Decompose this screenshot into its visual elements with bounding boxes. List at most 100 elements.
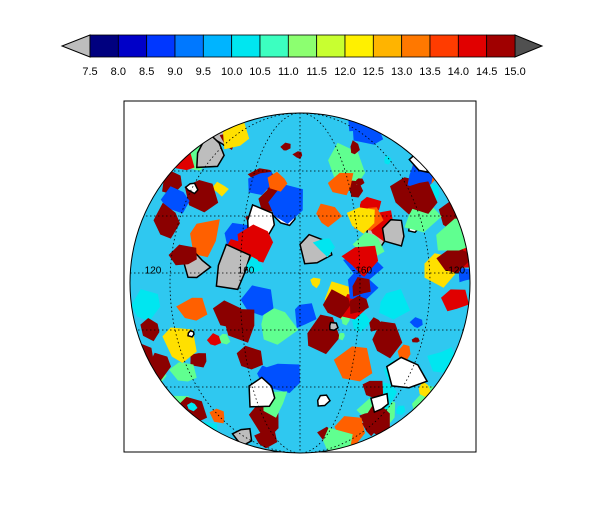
field-blob [437,424,453,441]
field-blob [406,421,430,441]
field-blob [349,295,369,314]
field-blob [187,402,198,412]
field-blob [261,305,299,345]
field-blob [352,232,385,260]
field-blob [461,396,470,407]
field-blob [385,356,429,389]
field-blob [188,421,218,453]
colorbar-label: 13.0 [391,66,412,78]
colorbar-box [486,34,516,58]
field-blob [153,419,178,444]
field-blob [411,337,420,343]
field-blob [310,277,321,289]
field-blob [211,181,229,197]
colorbar-label: 10.5 [249,66,270,78]
colorbar-box [202,34,233,58]
colorbar-box [287,34,318,58]
field-blob [316,394,331,407]
colorbar-box [231,34,261,58]
field-blob [421,405,443,423]
colorbar-over [514,34,544,58]
field-blob [409,317,423,328]
longitude-labels: 120 160 -160 -120 [145,266,466,277]
colorbar-under [60,34,91,58]
field-blob [379,289,411,320]
field-blob [370,392,389,414]
colorbar-box [316,34,346,58]
field-blob [457,360,470,391]
colorbar-box [401,34,431,58]
field-blob [236,345,263,370]
field-blob [168,244,197,266]
field-blob [352,277,371,297]
field-blob [240,285,274,316]
field-blob [169,362,197,382]
colorbar-label: 11.5 [306,66,327,78]
field-blob [148,392,167,410]
field-blob [130,115,153,136]
field-blob [131,289,161,321]
field-blob [167,414,189,431]
longitude-label: 160 [238,266,255,277]
field-blob [206,333,222,346]
colorbar-box [89,34,119,58]
field-blob [280,142,291,151]
colorbar: 7.5 8.0 8.5 9.0 9.5 10.0 10.5 11.0 11.5 12.0 12.5 1… [60,34,544,78]
field-blob [323,427,353,453]
field-blob [160,186,190,214]
field-blob [322,289,351,319]
colorbar-label: 11.0 [278,66,299,78]
field-blob [396,405,406,415]
colorbar-box [117,34,148,58]
longitude-label: 120 [145,266,162,277]
colorbar-box [372,34,403,58]
graticule [130,113,470,453]
longitude-label: -160 [352,266,372,277]
field-blob [404,195,442,233]
field-blob [140,318,160,342]
longitude-label: -120 [445,266,465,277]
colorbar-label: 15.0 [504,66,525,78]
globe-field [130,113,470,453]
field-blob [190,353,207,368]
field-blob [436,248,467,274]
colorbar-label: 8.5 [139,66,154,78]
field-blob [369,317,384,332]
field-blob [399,181,438,214]
field-blob [312,238,335,258]
colorbar-label: 9.5 [196,66,211,78]
field-blob [359,199,371,211]
field-blob [182,115,201,133]
field-blob [153,202,180,239]
field-blob [316,203,342,228]
field-blob [392,432,415,453]
field-blob [424,148,440,165]
field-blob [441,289,469,312]
colorbar-label: 13.5 [419,66,440,78]
colorbar-label: 8.0 [111,66,126,78]
field-blob [328,321,339,331]
field-blob [356,178,365,186]
field-blob [350,140,360,155]
colorbar-box [457,34,488,58]
colorbar-box [344,34,374,58]
colorbar-box [146,34,176,58]
field-blob [426,113,465,140]
colorbar-box [174,34,204,58]
field-blob [192,117,203,131]
field-blob [431,435,459,453]
field-blob [176,297,208,321]
field-blob [187,329,195,338]
field-blob [190,219,220,258]
field-blob [212,300,245,328]
field-blob [262,363,301,393]
colorbar-box [259,34,289,58]
field-blob [384,155,392,165]
colorbar-label: 10.0 [221,66,242,78]
field-blob [338,332,345,341]
field-blob [341,245,379,278]
field-blob [424,113,469,142]
field-blob [451,161,470,182]
field-blob [215,243,252,291]
